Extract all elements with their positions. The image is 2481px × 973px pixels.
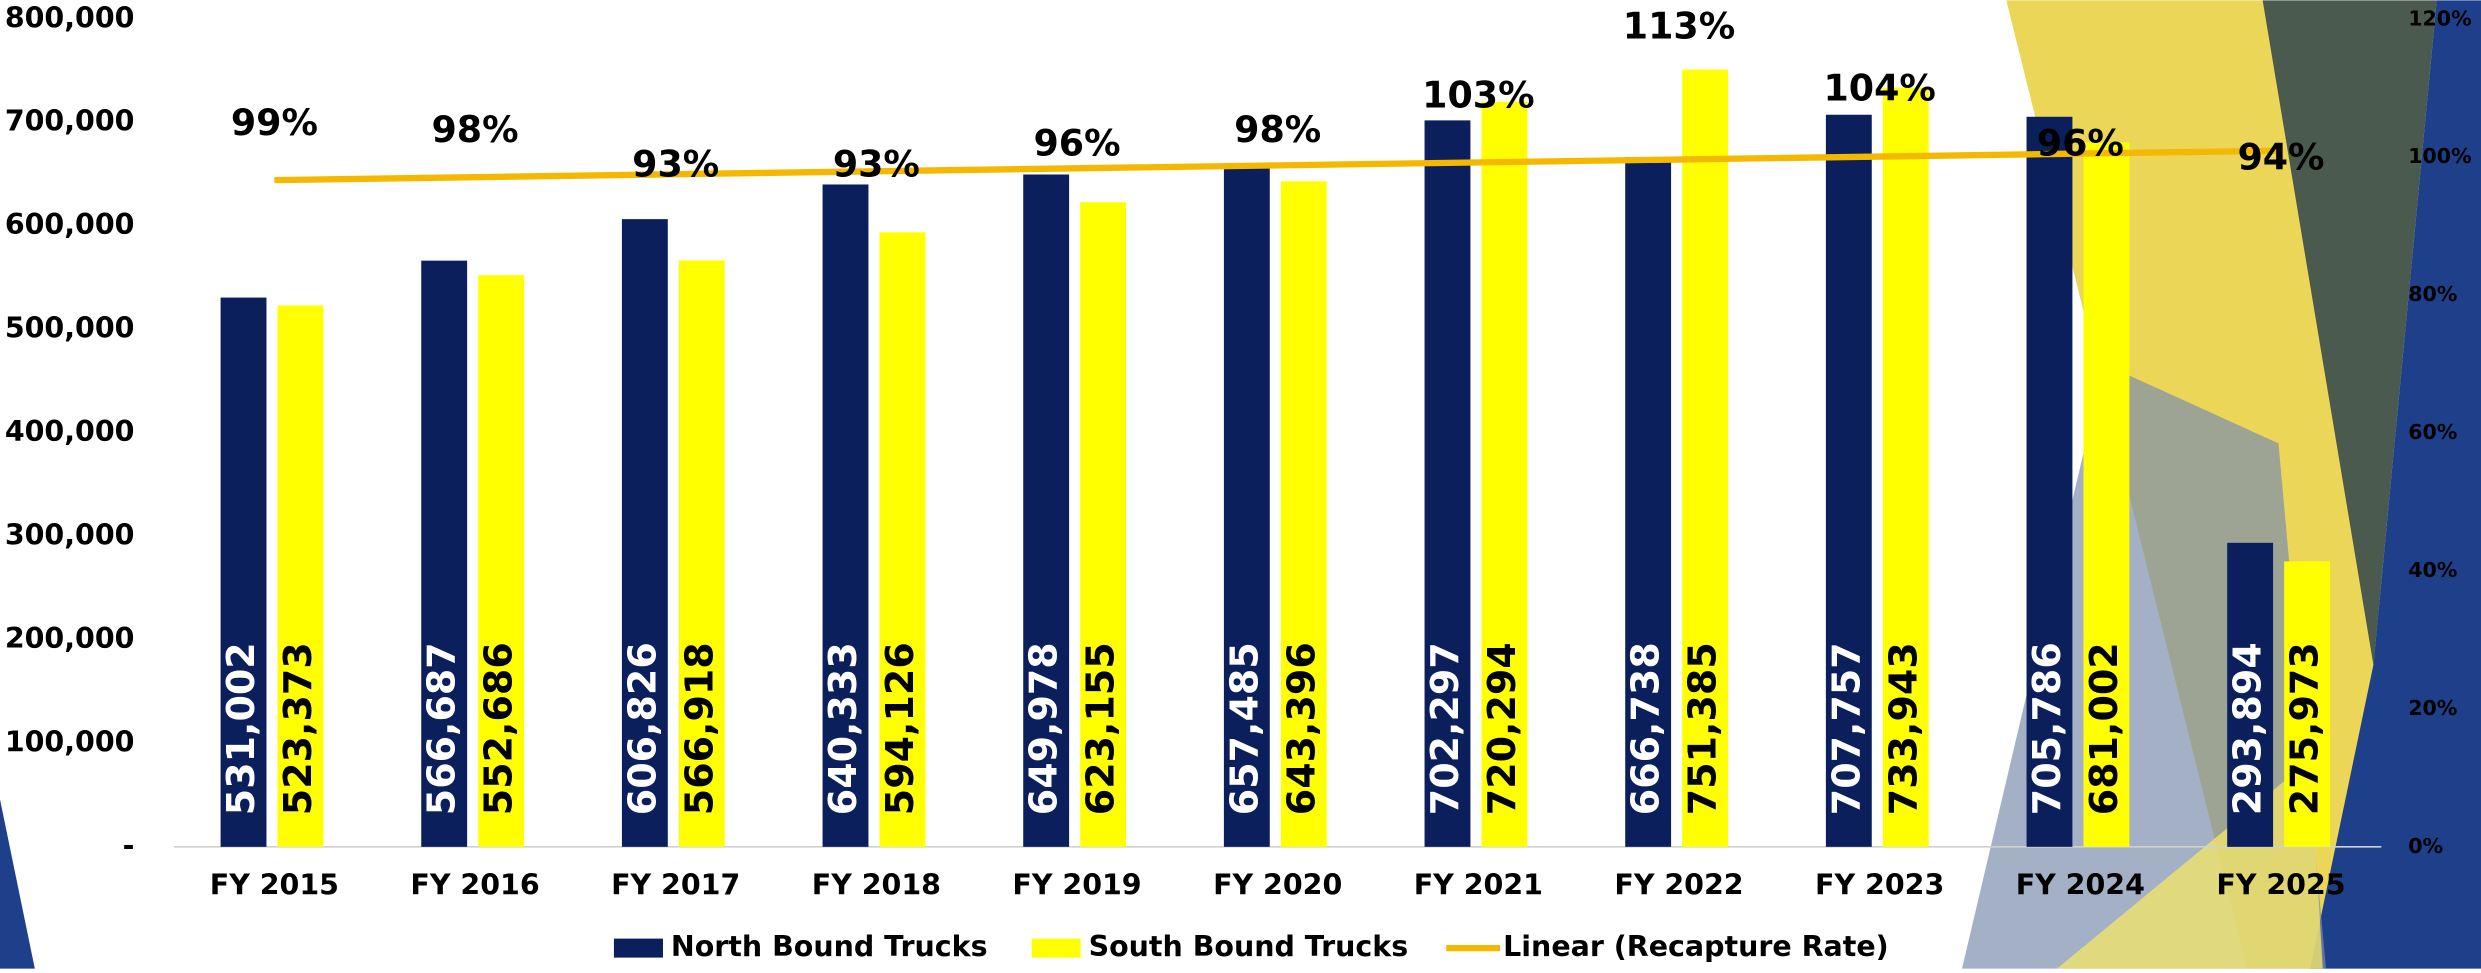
bar-value-label: 649,978 xyxy=(1022,642,1066,815)
x-tick-label: FY 2020 xyxy=(1213,868,1342,901)
y2-tick-label: 0% xyxy=(2408,834,2443,858)
x-tick-label: FY 2017 xyxy=(611,868,740,901)
y-tick-label: 600,000 xyxy=(5,208,135,241)
bar-value-label: 751,385 xyxy=(1681,642,1725,815)
trend-line xyxy=(274,147,2282,184)
bar xyxy=(220,297,267,847)
bar xyxy=(1080,202,1127,847)
rate-label: 94% xyxy=(2237,136,2324,179)
x-tick-label: FY 2023 xyxy=(1815,868,1944,901)
bar-value-label: 623,155 xyxy=(1079,642,1123,815)
bar-value-label: 275,973 xyxy=(2283,642,2327,815)
bar xyxy=(478,275,525,847)
bar-value-label: 566,687 xyxy=(420,642,464,815)
x-tick-label: FY 2022 xyxy=(1614,868,1743,901)
y-tick-label: 800,000 xyxy=(5,1,135,34)
bar-value-label: 566,918 xyxy=(677,642,721,815)
rate-label: 96% xyxy=(1033,122,1120,165)
x-tick-label: FY 2024 xyxy=(2016,868,2145,901)
y2-tick-label: 80% xyxy=(2408,282,2457,306)
bar-value-label: 720,294 xyxy=(1480,642,1524,815)
x-tick-label: FY 2018 xyxy=(812,868,941,901)
x-tick-label: FY 2019 xyxy=(1012,868,1141,901)
bar xyxy=(421,260,468,847)
x-tick-label: FY 2025 xyxy=(2216,868,2345,901)
bar xyxy=(1280,181,1327,847)
y-tick-label: - xyxy=(123,829,135,862)
bar xyxy=(277,305,324,847)
rate-label: 113% xyxy=(1623,5,1735,48)
y2-tick-label: 60% xyxy=(2408,420,2457,444)
bar-value-label: 733,943 xyxy=(1881,642,1925,815)
x-tick-label: FY 2021 xyxy=(1414,868,1543,901)
rate-label: 93% xyxy=(833,142,920,185)
y2-tick-label: 40% xyxy=(2408,558,2457,582)
legend-swatch xyxy=(1031,938,1081,958)
bar-value-label: 293,894 xyxy=(2226,642,2270,815)
bar-value-label: 681,002 xyxy=(2082,642,2126,815)
bar xyxy=(1882,87,1929,847)
bar xyxy=(1481,101,1528,847)
rate-label: 98% xyxy=(432,108,519,151)
bar-value-label: 523,373 xyxy=(276,642,320,815)
rate-label: 103% xyxy=(1422,73,1534,116)
rate-label: 96% xyxy=(2037,122,2124,165)
y-tick-label: 100,000 xyxy=(5,725,135,758)
bar-value-label: 666,738 xyxy=(1624,642,1668,815)
bar xyxy=(2227,542,2274,847)
bar xyxy=(621,219,668,847)
x-tick-label: FY 2015 xyxy=(210,868,339,901)
bar-value-label: 594,126 xyxy=(878,642,922,815)
rate-label: 98% xyxy=(1234,108,1321,151)
bar xyxy=(1825,114,1872,847)
bar xyxy=(2083,142,2130,847)
bar xyxy=(1625,157,1672,847)
bar xyxy=(822,184,869,847)
y-tick-label: 200,000 xyxy=(5,622,135,655)
bar xyxy=(1682,69,1729,847)
bar-value-label: 640,333 xyxy=(821,642,865,815)
bar-value-label: 702,297 xyxy=(1423,642,1467,815)
bar xyxy=(678,260,725,847)
bar-value-label: 552,686 xyxy=(477,642,521,815)
bar-value-label: 606,826 xyxy=(620,642,664,815)
y-tick-label: 300,000 xyxy=(5,519,135,552)
bar-value-label: 657,485 xyxy=(1222,642,1266,815)
rate-label: 104% xyxy=(1823,67,1935,110)
bar xyxy=(879,232,926,847)
bar xyxy=(2026,116,2073,847)
y2-tick-label: 100% xyxy=(2408,144,2471,168)
rate-label: 99% xyxy=(231,101,318,144)
legend-swatch xyxy=(613,938,663,958)
y-tick-label: 500,000 xyxy=(5,312,135,345)
y2-tick-label: 120% xyxy=(2408,6,2471,30)
bar-value-label: 707,757 xyxy=(1824,642,1868,815)
legend-label: Linear (Recapture Rate) xyxy=(1503,930,1889,963)
y-tick-label: 700,000 xyxy=(5,105,135,138)
y-tick-label: 400,000 xyxy=(5,415,135,448)
y2-tick-label: 20% xyxy=(2408,696,2457,720)
bar xyxy=(1023,174,1070,847)
rate-label: 93% xyxy=(632,142,719,185)
x-tick-label: FY 2016 xyxy=(410,868,539,901)
bar xyxy=(1223,166,1270,847)
legend-label: South Bound Trucks xyxy=(1089,930,1409,963)
bar-value-label: 643,396 xyxy=(1279,642,1323,815)
bar-value-label: 531,002 xyxy=(219,642,263,815)
bar xyxy=(1424,120,1471,847)
legend-label: North Bound Trucks xyxy=(671,930,988,963)
bar-value-label: 705,786 xyxy=(2025,642,2069,815)
bar xyxy=(2284,561,2331,847)
